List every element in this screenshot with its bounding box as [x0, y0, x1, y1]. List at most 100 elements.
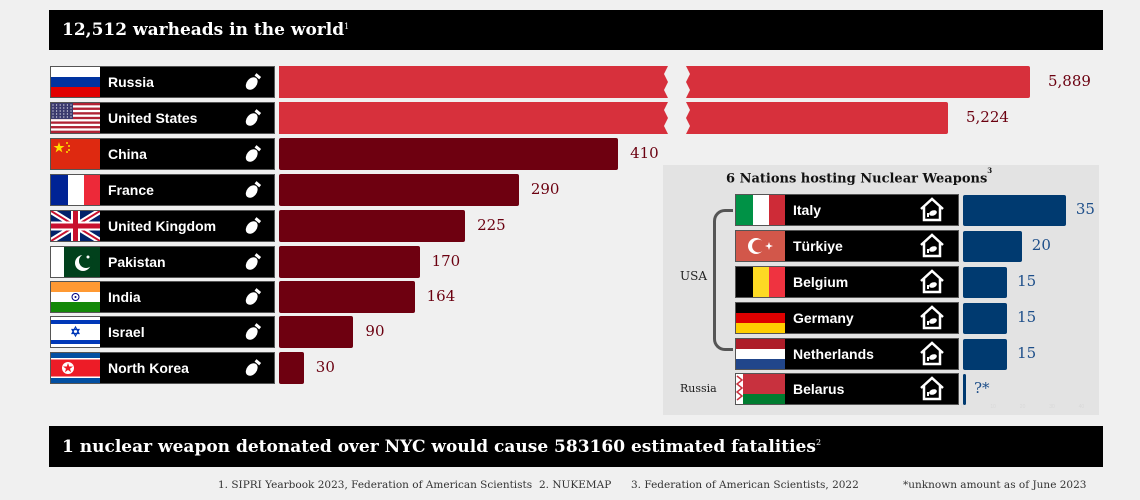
bomb-icon: [242, 215, 264, 237]
bomb-icon: [242, 321, 264, 343]
host-x-tick: 20: [1019, 404, 1026, 410]
house-bomb-icon: [919, 197, 945, 223]
value-label-france: 290: [530, 180, 560, 198]
country-label: India: [108, 289, 141, 305]
bomb-icon: [242, 71, 264, 93]
country-label: North Korea: [108, 360, 189, 376]
value-label-north-korea: 30: [315, 358, 335, 376]
flag-china: [51, 139, 100, 169]
value-label-china: 410: [630, 144, 659, 162]
country-row-united-states: United States: [50, 102, 275, 134]
bar-segment-2: [686, 102, 948, 134]
value-label-united-states: 5,224: [966, 108, 1009, 126]
flag-belgium: [736, 267, 785, 297]
country-label: Italy: [793, 202, 822, 218]
country-row-russia: Russia: [50, 66, 275, 98]
country-label: Israel: [108, 324, 145, 340]
country-row-pakistan: Pakistan: [50, 246, 275, 278]
flag-north-korea: [51, 353, 100, 383]
bar-segment-1: [279, 102, 668, 134]
flag-italy: [736, 195, 785, 225]
host-row-belgium: Belgium: [735, 266, 959, 298]
flag-france: [51, 175, 100, 205]
bomb-icon: [242, 357, 264, 379]
flag-united-states: [51, 103, 100, 133]
bar-israel: [279, 316, 354, 348]
bar-china: [279, 138, 619, 170]
bar-north-korea: [279, 352, 304, 384]
fatalities-text: 1 nuclear weapon detonated over NYC woul…: [62, 436, 816, 457]
hosting-title-text: 6 Nations hosting Nuclear Weapons: [726, 171, 988, 187]
flag-russia: [51, 67, 100, 97]
host-row-t-rkiye: Türkiye: [735, 230, 959, 262]
flag-germany: [736, 303, 785, 333]
bomb-icon: [242, 107, 264, 129]
flag-india: [51, 282, 100, 312]
value-label-israel: 90: [365, 322, 385, 340]
flag-netherlands: [736, 339, 785, 369]
group-label-usa: USA: [680, 269, 707, 283]
host-row-belarus: Belarus: [735, 373, 959, 405]
bomb-icon: [242, 286, 264, 308]
host-value-italy: 35: [1075, 200, 1095, 218]
country-label: Türkiye: [793, 238, 843, 254]
hosting-title-footnote: 3: [987, 166, 993, 175]
house-bomb-icon: [919, 376, 945, 402]
country-row-united-kingdom: United Kingdom: [50, 210, 275, 242]
chart-title: 12,512 warheads in the world: [62, 20, 345, 40]
hosting-title: 6 Nations hosting Nuclear Weapons3: [726, 166, 992, 187]
usa-group-bracket: [713, 209, 733, 351]
host-bar-italy: [963, 195, 1066, 226]
host-bar-belgium: [963, 267, 1008, 298]
flag-pakistan: [51, 247, 100, 277]
country-label: Pakistan: [108, 254, 166, 270]
host-x-tick: 10: [990, 404, 996, 410]
flag-united-kingdom: [51, 211, 100, 241]
host-x-tick: 0: [961, 404, 964, 410]
chart-title-bar: 12,512 warheads in the world 1: [49, 10, 1103, 50]
host-value-germany: 15: [1017, 308, 1037, 326]
flag-t-rkiye: [736, 231, 785, 261]
source-note-unknown: *unknown amount as of June 2023: [903, 479, 1087, 491]
bar-united-kingdom: [279, 210, 466, 242]
country-label: Germany: [793, 310, 854, 326]
group-label-russia: Russia: [680, 382, 717, 395]
country-label: Russia: [108, 74, 154, 90]
host-value-belarus: ?*: [974, 379, 990, 397]
country-row-france: France: [50, 174, 275, 206]
host-value-belgium: 15: [1017, 272, 1037, 290]
host-row-italy: Italy: [735, 194, 959, 226]
bar-segment-1: [279, 66, 668, 98]
country-label: China: [108, 146, 147, 162]
host-value-t-rkiye: 20: [1031, 236, 1051, 254]
house-bomb-icon: [919, 341, 945, 367]
host-row-germany: Germany: [735, 302, 959, 334]
bar-india: [279, 281, 415, 313]
host-bar-belarus: [963, 374, 966, 405]
host-bar-t-rkiye: [963, 231, 1022, 262]
bomb-icon: [242, 251, 264, 273]
country-label: United Kingdom: [108, 218, 217, 234]
flag-belarus: [736, 374, 785, 404]
fatalities-footnote: 2: [815, 438, 822, 447]
bar-russia: [279, 66, 1030, 98]
country-label: Belarus: [793, 381, 845, 397]
bar-united-states: [279, 102, 948, 134]
host-bar-netherlands: [963, 339, 1008, 370]
bar-segment-2: [686, 66, 1030, 98]
source-1: 1. SIPRI Yearbook 2023, Federation of Am…: [218, 479, 533, 491]
value-label-united-kingdom: 225: [477, 216, 506, 234]
fatalities-bar: 1 nuclear weapon detonated over NYC woul…: [49, 426, 1103, 467]
source-2: 2. NUKEMAP: [539, 479, 612, 491]
title-footnote: 1: [344, 21, 350, 31]
host-bar-germany: [963, 303, 1008, 334]
host-x-tick: 40: [1078, 404, 1085, 410]
host-x-tick: 30: [1049, 404, 1055, 410]
house-bomb-icon: [919, 269, 945, 295]
country-label: France: [108, 182, 154, 198]
country-row-north-korea: North Korea: [50, 352, 275, 384]
host-value-netherlands: 15: [1017, 344, 1037, 362]
flag-israel: [51, 317, 100, 347]
house-bomb-icon: [919, 233, 945, 259]
source-3: 3. Federation of American Scientists, 20…: [631, 479, 859, 491]
